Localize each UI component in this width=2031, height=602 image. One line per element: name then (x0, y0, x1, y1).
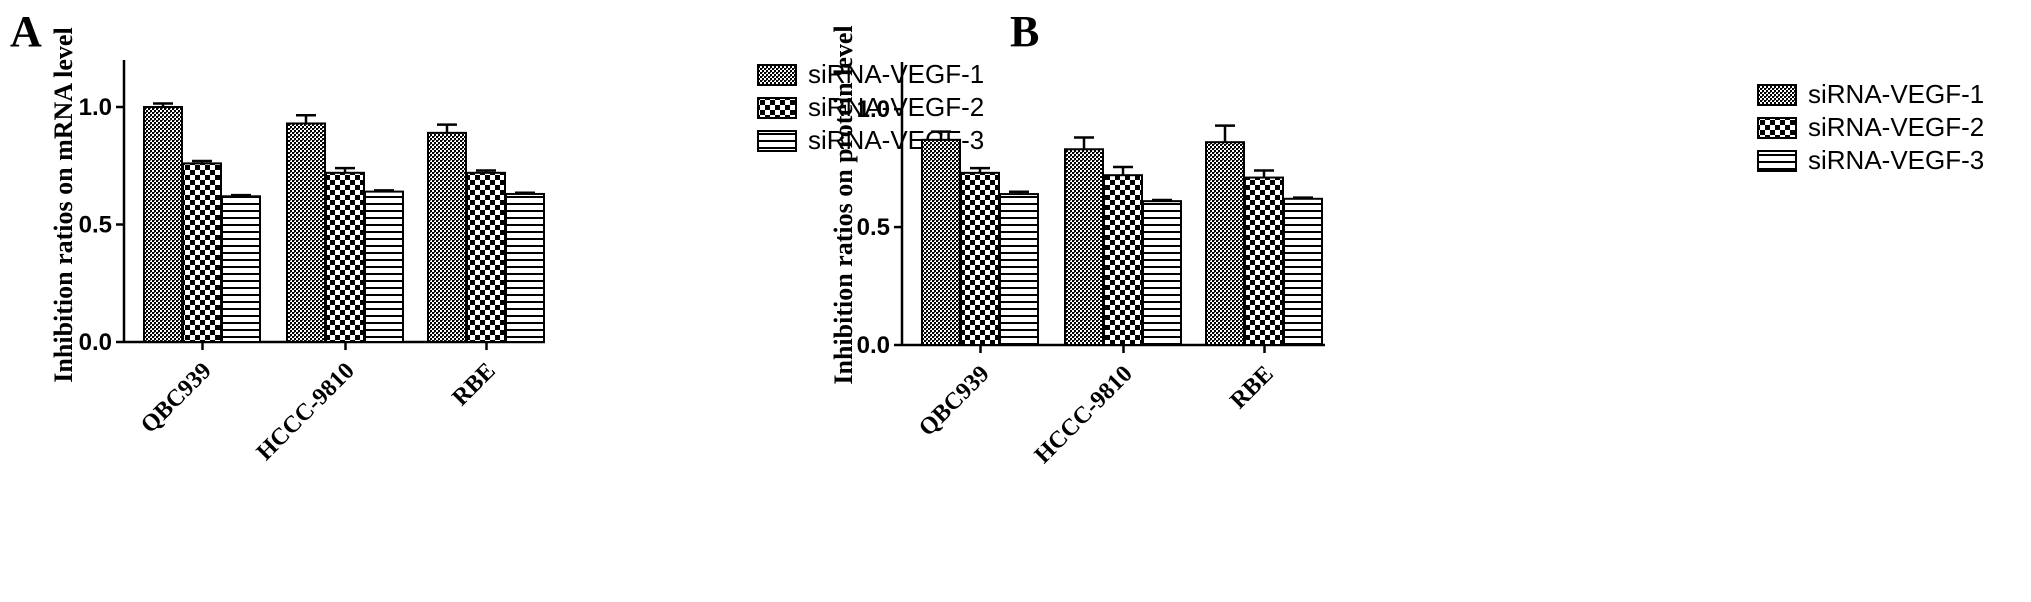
legend-swatch (757, 130, 797, 152)
legend-label: siRNA-VEGF-1 (1808, 79, 1984, 109)
y-tick-label: 0.5 (857, 214, 890, 241)
y-tick-label: 1.0 (79, 94, 112, 121)
x-tick-label-hccc-9810: HCCC-9810 (252, 358, 360, 466)
bar-sirna-vegf-1-qbc939 (921, 138, 961, 346)
x-tick-label-hccc-9810: HCCC-9810 (1030, 361, 1138, 469)
x-tick-label-qbc939: QBC939 (914, 361, 995, 442)
legend-swatch (757, 64, 797, 86)
bar-sirna-vegf-2-qbc939 (182, 162, 222, 343)
legend-label: siRNA-VEGF-3 (1808, 145, 1984, 175)
legend-label: siRNA-VEGF-2 (1808, 112, 1984, 142)
y-tick-label: 0.5 (79, 212, 112, 239)
bar-sirna-vegf-3-qbc939 (999, 193, 1039, 346)
x-tick-label-rbe: RBE (1225, 361, 1278, 414)
bar-sirna-vegf-2-rbe (466, 171, 506, 343)
bar-sirna-vegf-3-hccc-9810 (1142, 200, 1182, 346)
x-tick-label-rbe: RBE (447, 358, 500, 411)
y-axis-label: Inhibition ratios on mRNA level (49, 27, 78, 382)
legend-label: siRNA-VEGF-1 (808, 59, 984, 89)
y-tick-label: 0.0 (79, 329, 112, 356)
bar-sirna-vegf-2-hccc-9810 (1103, 174, 1143, 346)
bar-sirna-vegf-3-rbe (505, 192, 545, 343)
bar-sirna-vegf-3-qbc939 (221, 195, 261, 343)
legend-swatch (1757, 150, 1797, 172)
y-axis-label: Inhibition ratios on protein level (829, 25, 858, 384)
chart-panel-a: A Inhibition ratios on mRNA level 0.00.51.… (10, 7, 984, 466)
legend-swatch (1757, 117, 1797, 139)
bar-sirna-vegf-3-rbe (1283, 197, 1323, 346)
bar-sirna-vegf-1-hccc-9810 (286, 122, 326, 343)
bar-sirna-vegf-1-hccc-9810 (1064, 148, 1104, 346)
panel-label: B (1010, 7, 1039, 56)
bar-sirna-vegf-2-qbc939 (960, 171, 1000, 346)
panel-label: A (10, 7, 42, 56)
bar-sirna-vegf-1-rbe (427, 131, 467, 343)
legend-swatch (1757, 84, 1797, 106)
bar-sirna-vegf-2-rbe (1244, 176, 1284, 346)
y-tick-label: 1.0 (857, 96, 890, 123)
bar-sirna-vegf-3-hccc-9810 (364, 190, 404, 343)
legend-label: siRNA-VEGF-2 (808, 92, 984, 122)
y-tick-label: 0.0 (857, 332, 890, 359)
legend-swatch (757, 97, 797, 119)
bar-sirna-vegf-2-hccc-9810 (325, 171, 365, 343)
x-tick-label-qbc939: QBC939 (136, 358, 217, 439)
bar-sirna-vegf-1-qbc939 (143, 106, 183, 343)
bar-sirna-vegf-1-rbe (1205, 141, 1245, 346)
